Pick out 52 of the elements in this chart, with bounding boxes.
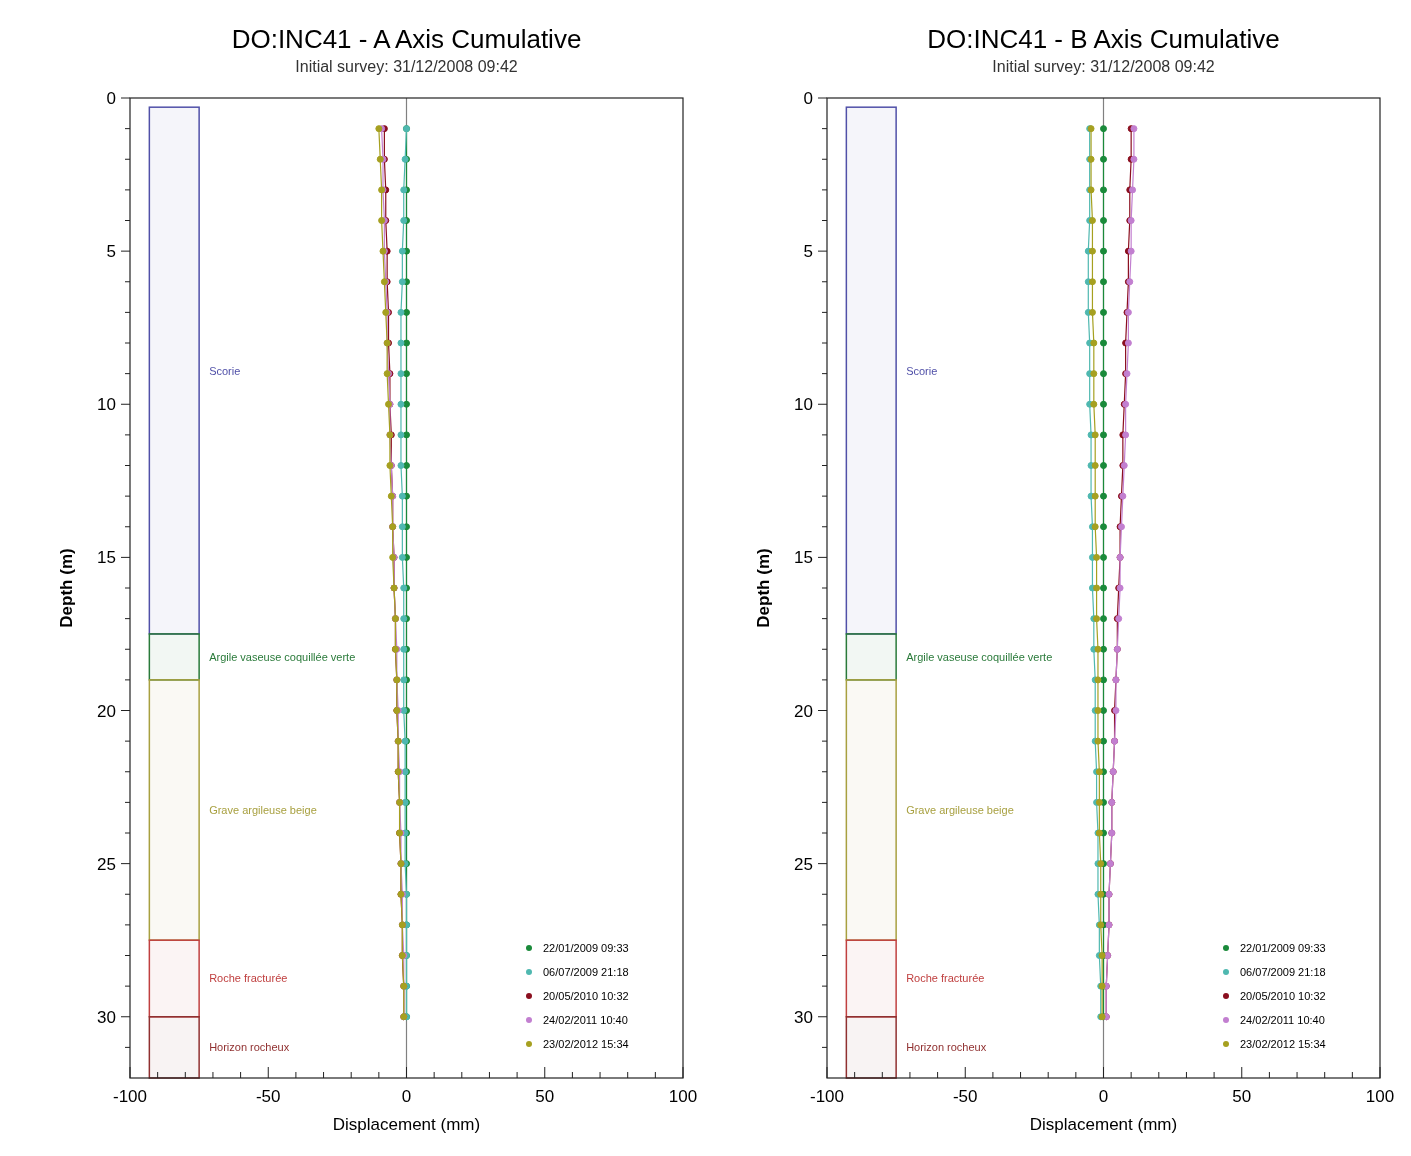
band-label: Roche fracturée (906, 972, 985, 985)
band-label: Argile vaseuse coquillée verte (906, 650, 1053, 663)
band-label: Argile vaseuse coquillée verte (209, 650, 356, 663)
y-tick-label: 25 (794, 854, 813, 874)
band-label: Grave argileuse beige (209, 804, 317, 817)
legend-label: 06/07/2009 21:18 (543, 966, 629, 978)
x-tick-label: -50 (255, 1087, 281, 1106)
chart-subtitle: Initial survey: 31/12/2008 09:42 (992, 58, 1215, 75)
x-tick-label: 0 (401, 1087, 412, 1106)
legend-label: 24/02/2011 10:40 (543, 1014, 628, 1026)
x-tick-label: -100 (809, 1087, 845, 1106)
legend-label: 22/01/2009 09:33 (543, 942, 629, 954)
y-tick-label: 20 (794, 701, 813, 721)
y-tick-label: 10 (97, 395, 116, 415)
x-tick-label: 0 (1098, 1087, 1109, 1106)
chart-title: DO:INC41 - A Axis Cumulative (231, 24, 582, 54)
legend-label: 23/02/2012 15:34 (543, 1038, 629, 1050)
x-tick-label: -50 (952, 1087, 978, 1106)
y-axis-title: Depth (m) (754, 548, 773, 628)
legend-label: 23/02/2012 15:34 (1240, 1038, 1326, 1050)
y-tick-label: 5 (803, 242, 813, 262)
band-label: Horizon rocheux (209, 1041, 290, 1054)
x-tick-label: -100 (112, 1087, 148, 1106)
y-tick-label: 15 (97, 548, 116, 568)
y-tick-label: 10 (794, 395, 813, 415)
y-tick-label: 25 (97, 854, 116, 874)
x-tick-label: 50 (1232, 1087, 1252, 1106)
band-label: Roche fracturée (209, 972, 288, 985)
band-label: Scorie (906, 364, 938, 377)
x-tick-label: 100 (668, 1087, 698, 1106)
legend-label: 20/05/2010 10:32 (1240, 990, 1326, 1002)
band-label: Grave argileuse beige (906, 804, 1014, 817)
x-axis-title: Displacement (mm) (332, 1115, 481, 1134)
y-tick-label: 5 (106, 242, 116, 262)
y-tick-label: 30 (794, 1007, 813, 1027)
x-tick-label: 50 (535, 1087, 555, 1106)
x-axis-title: Displacement (mm) (1029, 1115, 1178, 1134)
band-label: Scorie (209, 364, 241, 377)
chart-title: DO:INC41 - B Axis Cumulative (927, 24, 1280, 54)
y-tick-label: 30 (97, 1007, 116, 1027)
band-label: Horizon rocheux (906, 1041, 987, 1054)
y-tick-label: 0 (106, 89, 116, 108)
chart-subtitle: Initial survey: 31/12/2008 09:42 (295, 58, 518, 75)
legend-label: 22/01/2009 09:33 (1240, 942, 1326, 954)
y-tick-label: 15 (794, 548, 813, 568)
legend-label: 24/02/2011 10:40 (1240, 1014, 1325, 1026)
x-tick-label: 100 (1365, 1087, 1395, 1106)
y-tick-label: 20 (97, 701, 116, 721)
y-tick-label: 0 (803, 89, 813, 108)
legend-label: 20/05/2010 10:32 (543, 990, 629, 1002)
y-axis-title: Depth (m) (57, 548, 76, 628)
legend-label: 06/07/2009 21:18 (1240, 966, 1326, 978)
